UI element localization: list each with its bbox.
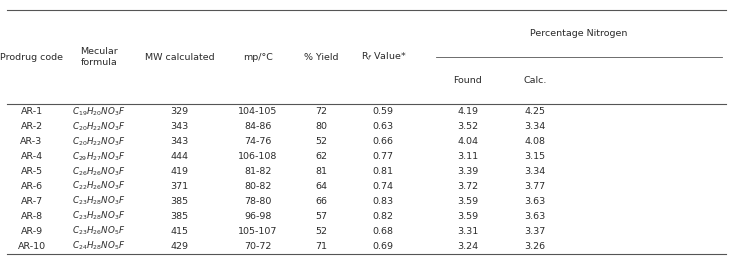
Text: Prodrug code: Prodrug code xyxy=(0,53,63,62)
Text: 0.82: 0.82 xyxy=(373,212,394,221)
Text: 343: 343 xyxy=(171,122,188,131)
Text: 4.19: 4.19 xyxy=(457,107,478,116)
Text: Calc.: Calc. xyxy=(523,76,547,85)
Text: 3.63: 3.63 xyxy=(525,197,545,206)
Text: 371: 371 xyxy=(171,182,188,191)
Text: 66: 66 xyxy=(315,197,327,206)
Text: 57: 57 xyxy=(315,212,327,221)
Text: $C_{20}H_{22}NO_3F$: $C_{20}H_{22}NO_3F$ xyxy=(73,135,125,148)
Text: AR-6: AR-6 xyxy=(21,182,43,191)
Text: 385: 385 xyxy=(171,197,188,206)
Text: 419: 419 xyxy=(171,167,188,176)
Text: Found: Found xyxy=(453,76,482,85)
Text: 0.63: 0.63 xyxy=(373,122,394,131)
Text: 0.74: 0.74 xyxy=(373,182,394,191)
Text: 62: 62 xyxy=(315,152,327,161)
Text: 3.72: 3.72 xyxy=(457,182,478,191)
Text: 81: 81 xyxy=(315,167,327,176)
Text: 3.24: 3.24 xyxy=(457,242,478,251)
Text: 4.25: 4.25 xyxy=(525,107,545,116)
Text: AR-8: AR-8 xyxy=(21,212,43,221)
Text: 52: 52 xyxy=(315,137,327,146)
Text: 444: 444 xyxy=(171,152,188,161)
Text: $C_{19}H_{20}NO_3F$: $C_{19}H_{20}NO_3F$ xyxy=(73,105,125,118)
Text: 104-105: 104-105 xyxy=(238,107,278,116)
Text: $C_{22}H_{26}NO_3F$: $C_{22}H_{26}NO_3F$ xyxy=(73,180,125,192)
Text: $C_{23}H_{28}NO_3F$: $C_{23}H_{28}NO_3F$ xyxy=(73,210,125,222)
Text: 0.77: 0.77 xyxy=(373,152,394,161)
Text: 3.59: 3.59 xyxy=(457,197,478,206)
Text: 81-82: 81-82 xyxy=(244,167,272,176)
Text: 4.08: 4.08 xyxy=(525,137,545,146)
Text: 3.34: 3.34 xyxy=(525,167,545,176)
Text: 0.81: 0.81 xyxy=(373,167,394,176)
Text: 52: 52 xyxy=(315,226,327,236)
Text: $C_{23}H_{28}NO_3F$: $C_{23}H_{28}NO_3F$ xyxy=(73,195,125,207)
Text: mp/°C: mp/°C xyxy=(243,53,273,62)
Text: $C_{24}H_{28}NO_5F$: $C_{24}H_{28}NO_5F$ xyxy=(73,240,125,252)
Text: 343: 343 xyxy=(171,137,188,146)
Text: Mecular
formula: Mecular formula xyxy=(80,48,118,67)
Text: $C_{29}H_{27}NO_3F$: $C_{29}H_{27}NO_3F$ xyxy=(73,150,125,162)
Text: 3.63: 3.63 xyxy=(525,212,545,221)
Text: MW calculated: MW calculated xyxy=(145,53,214,62)
Text: 84-86: 84-86 xyxy=(244,122,272,131)
Text: 3.31: 3.31 xyxy=(457,226,478,236)
Text: 3.59: 3.59 xyxy=(457,212,478,221)
Text: R$_f$ Value*: R$_f$ Value* xyxy=(361,51,406,63)
Text: 78-80: 78-80 xyxy=(244,197,272,206)
Text: 3.37: 3.37 xyxy=(525,226,545,236)
Text: 0.68: 0.68 xyxy=(373,226,394,236)
Text: 96-98: 96-98 xyxy=(244,212,272,221)
Text: 385: 385 xyxy=(171,212,188,221)
Text: AR-7: AR-7 xyxy=(21,197,43,206)
Text: 3.34: 3.34 xyxy=(525,122,545,131)
Text: AR-3: AR-3 xyxy=(21,137,43,146)
Text: 3.39: 3.39 xyxy=(457,167,478,176)
Text: 3.11: 3.11 xyxy=(457,152,478,161)
Text: % Yield: % Yield xyxy=(303,53,339,62)
Text: 415: 415 xyxy=(171,226,188,236)
Text: 74-76: 74-76 xyxy=(244,137,272,146)
Text: 3.15: 3.15 xyxy=(525,152,545,161)
Text: 71: 71 xyxy=(315,242,327,251)
Text: 0.83: 0.83 xyxy=(373,197,394,206)
Text: AR-2: AR-2 xyxy=(21,122,43,131)
Text: 80: 80 xyxy=(315,122,327,131)
Text: 3.77: 3.77 xyxy=(525,182,545,191)
Text: 4.04: 4.04 xyxy=(457,137,478,146)
Text: 3.52: 3.52 xyxy=(457,122,478,131)
Text: Percentage Nitrogen: Percentage Nitrogen xyxy=(531,29,627,38)
Text: 329: 329 xyxy=(171,107,188,116)
Text: 429: 429 xyxy=(171,242,188,251)
Text: 64: 64 xyxy=(315,182,327,191)
Text: AR-1: AR-1 xyxy=(21,107,43,116)
Text: AR-9: AR-9 xyxy=(21,226,43,236)
Text: 0.69: 0.69 xyxy=(373,242,394,251)
Text: 3.26: 3.26 xyxy=(525,242,545,251)
Text: 0.66: 0.66 xyxy=(373,137,394,146)
Text: 0.59: 0.59 xyxy=(373,107,394,116)
Text: 80-82: 80-82 xyxy=(244,182,272,191)
Text: AR-5: AR-5 xyxy=(21,167,43,176)
Text: $C_{20}H_{22}NO_3F$: $C_{20}H_{22}NO_3F$ xyxy=(73,120,125,133)
Text: $C_{23}H_{26}NO_5F$: $C_{23}H_{26}NO_5F$ xyxy=(73,225,125,237)
Text: 106-108: 106-108 xyxy=(238,152,278,161)
Text: 72: 72 xyxy=(315,107,327,116)
Text: 70-72: 70-72 xyxy=(244,242,272,251)
Text: AR-4: AR-4 xyxy=(21,152,43,161)
Text: AR-10: AR-10 xyxy=(18,242,45,251)
Text: 105-107: 105-107 xyxy=(238,226,278,236)
Text: $C_{26}H_{26}NO_3F$: $C_{26}H_{26}NO_3F$ xyxy=(73,165,125,178)
